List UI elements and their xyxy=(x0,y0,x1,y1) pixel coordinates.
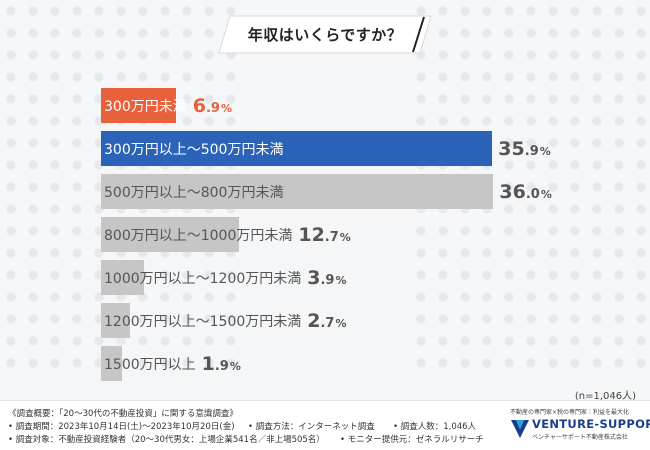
value-percent-sign: % xyxy=(335,317,347,330)
value-integer: 35 xyxy=(498,137,525,160)
value-integer: 36 xyxy=(499,180,526,203)
bar-value-label: 3.9% xyxy=(307,260,346,295)
value-decimal: .9 xyxy=(205,101,220,116)
bar-row: 300万円未満 6.9% xyxy=(0,88,650,123)
bar-value-label: 1.9% xyxy=(202,346,241,381)
survey-respondents: • 調査人数：1,046人 xyxy=(393,422,477,432)
bar-value-label: 2.7% xyxy=(307,303,346,338)
value-integer: 6 xyxy=(192,94,206,117)
value-percent-sign: % xyxy=(540,188,552,201)
title-banner: 年収はいくらですか？ xyxy=(218,15,432,54)
bar-category-label: 500万円以上～800万円未満 xyxy=(104,184,284,201)
value-integer: 1 xyxy=(201,352,215,375)
bar-value-label: 35.9% xyxy=(498,131,550,166)
value-decimal: .7 xyxy=(320,316,335,331)
survey-period: • 調査期間：2023年10月14日(土)～2023年10月20日(金) xyxy=(8,422,235,432)
chart-title: 年収はいくらですか？ xyxy=(247,26,403,44)
footer: 《調査概要：「20～30代の不動産投資」に関する意識調査》 • 調査期間：202… xyxy=(0,400,650,450)
logo-subtitle: ベンチャーサポート不動産株式会社 xyxy=(532,434,628,441)
bar-value-label: 12.7% xyxy=(298,217,350,252)
title-banner-frame xyxy=(218,15,432,54)
v-mark-icon xyxy=(511,420,529,438)
bar-row: 300万円以上～500万円未満 35.9% xyxy=(0,131,650,166)
logo-name: VENTURE-SUPPORT xyxy=(532,417,650,431)
bar-row: 800万円以上～1000万円未満 12.7% xyxy=(0,217,650,252)
value-decimal: .9 xyxy=(214,359,229,374)
survey-method: • 調査方法：インターネット調査 xyxy=(248,422,375,432)
bar-row: 500万円以上～800万円未満 36.0% xyxy=(0,174,650,209)
bar-category-label: 300万円未満 xyxy=(104,98,187,115)
value-decimal: .7 xyxy=(324,230,339,245)
value-decimal: .9 xyxy=(524,144,539,159)
value-integer: 3 xyxy=(307,266,321,289)
sample-size-note: (n=1,046人) xyxy=(574,391,636,402)
value-integer: 2 xyxy=(307,309,321,332)
bar-category-label: 1000万円以上～1200万円未満 xyxy=(104,270,302,287)
bar xyxy=(101,131,493,166)
bar-value-label: 36.0% xyxy=(499,174,551,209)
monitor-provider: • モニター提供元：ゼネラルリサーチ xyxy=(340,435,484,445)
bar-row: 1000万円以上～1200万円未満 3.9% xyxy=(0,260,650,295)
bar-row: 1500万円以上 1.9% xyxy=(0,346,650,381)
logo-tagline: 不動産の専門家×税の専門家｜利益を最大化 xyxy=(510,409,630,416)
value-percent-sign: % xyxy=(539,145,551,158)
bar xyxy=(101,217,240,252)
bar-value-label: 6.9% xyxy=(193,88,232,123)
value-percent-sign: % xyxy=(229,360,241,373)
value-percent-sign: % xyxy=(335,274,347,287)
bar-row: 1200万円以上～1500万円未満 2.7% xyxy=(0,303,650,338)
value-decimal: .9 xyxy=(320,273,335,288)
value-decimal: .0 xyxy=(525,187,540,202)
survey-target: • 調査対象：不動産投資経験者（20～30代男女：上場企業541名／非上場505… xyxy=(8,435,325,445)
bar xyxy=(101,346,122,381)
value-percent-sign: % xyxy=(220,102,232,115)
bar xyxy=(101,174,494,209)
survey-outline: 《調査概要：「20～30代の不動産投資」に関する意識調査》 xyxy=(8,409,238,419)
bar-category-label: 1500万円以上 xyxy=(104,356,196,373)
bar xyxy=(101,88,177,123)
bar-category-label: 300万円以上～500万円未満 xyxy=(104,141,284,158)
value-percent-sign: % xyxy=(339,231,351,244)
bar xyxy=(101,303,131,338)
bar-category-label: 800万円以上～1000万円未満 xyxy=(104,227,293,244)
value-integer: 12 xyxy=(298,223,325,246)
bar xyxy=(101,260,144,295)
company-logo: 不動産の専門家×税の専門家｜利益を最大化 VENTURE-SUPPORT ベンチ… xyxy=(510,407,650,447)
bar-category-label: 1200万円以上～1500万円未満 xyxy=(104,313,302,330)
